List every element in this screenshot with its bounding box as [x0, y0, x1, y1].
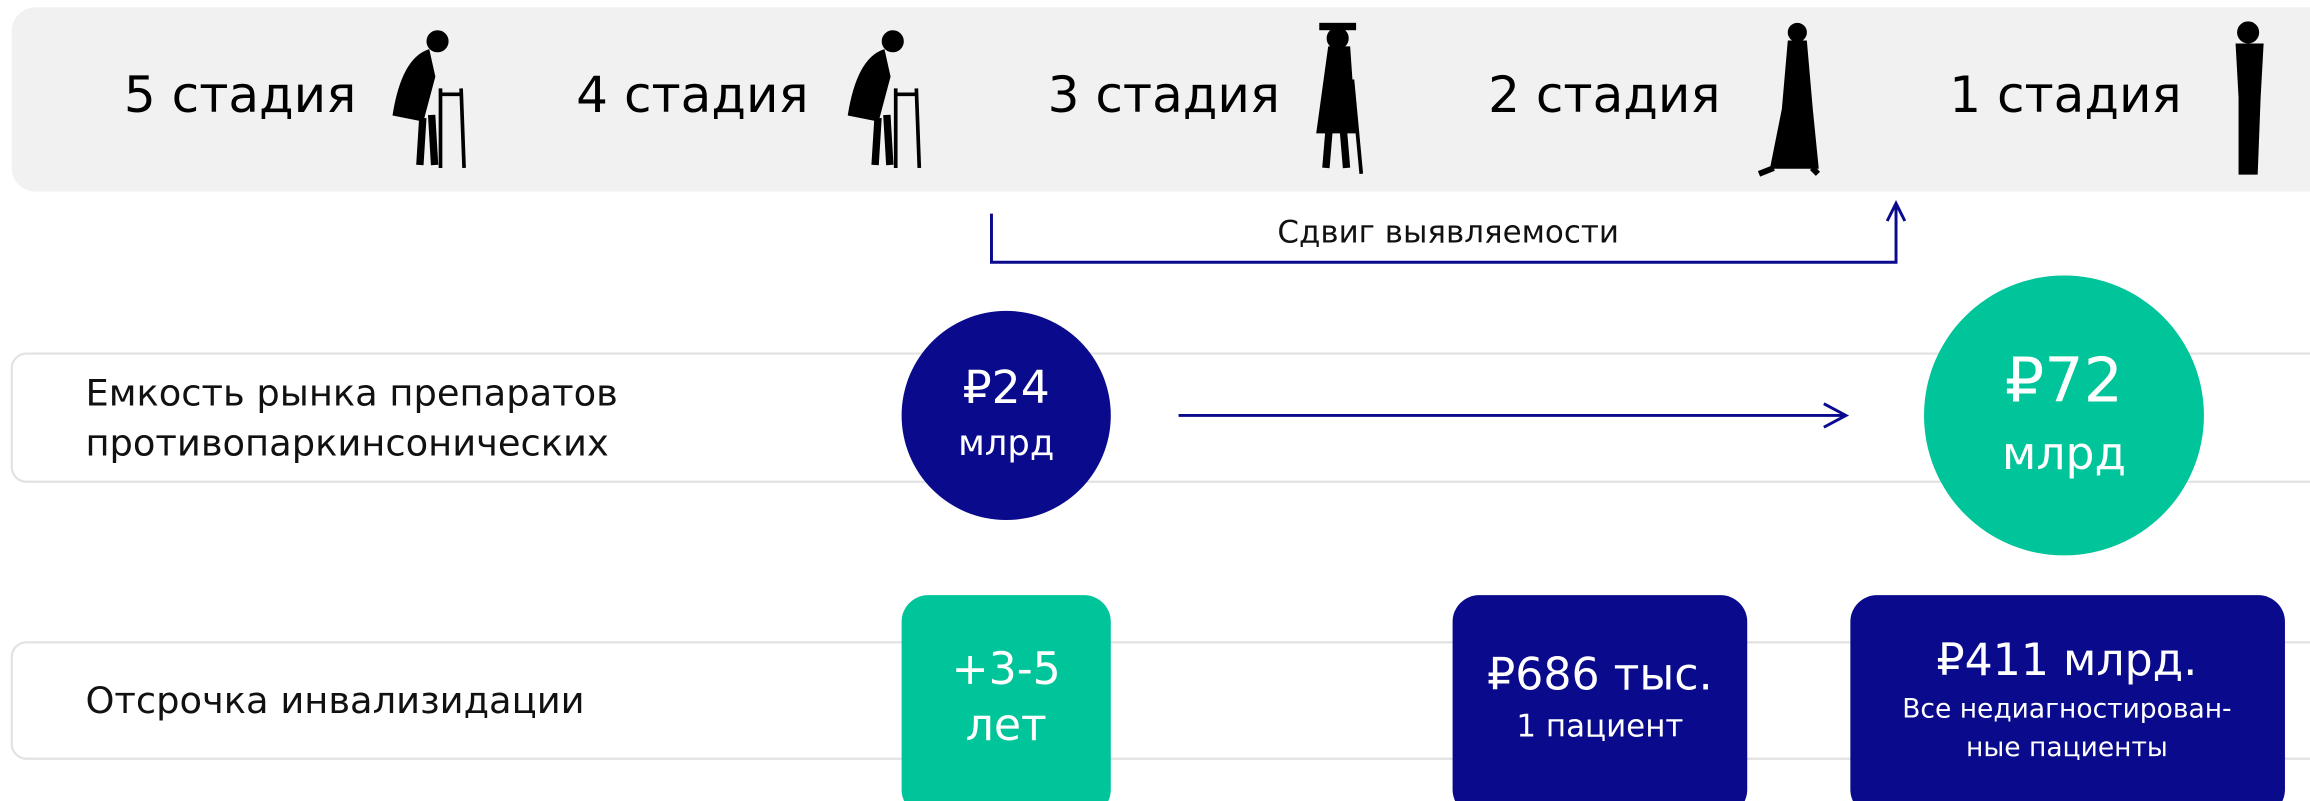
stage-label: 4 стадия: [576, 66, 808, 124]
stage-label: 5 стадия: [124, 66, 356, 124]
value: +3-5: [952, 644, 1061, 695]
row-label: Емкость рынка препаратов: [85, 371, 617, 414]
card: [902, 595, 1111, 801]
note: ные пациенты: [1966, 732, 2168, 763]
stage-label: 2 стадия: [1488, 66, 1720, 124]
value: ₽72: [2005, 345, 2123, 417]
page: 5 стадия 4 стадия 3 стадия 2 стадия 1 ст…: [0, 0, 2310, 801]
row-label: противопаркинсонических: [85, 421, 608, 464]
stage-label: 3 стадия: [1048, 66, 1280, 124]
row-label: Отсрочка инвализидации: [85, 679, 584, 722]
diagram: 5 стадия 4 стадия 3 стадия 2 стадия 1 ст…: [0, 0, 2310, 801]
unit: млрд: [2002, 427, 2126, 480]
unit: млрд: [958, 423, 1054, 464]
note: 1 пациент: [1516, 708, 1683, 744]
value: ₽24: [963, 361, 1050, 414]
value: ₽686 тыс.: [1487, 650, 1712, 701]
stage-label: 1 стадия: [1949, 66, 2181, 124]
circle-from: [902, 311, 1111, 520]
shift-label: Сдвиг выявляемости: [1277, 215, 1619, 251]
unit: лет: [966, 700, 1047, 751]
note: Все недиагностирован-: [1902, 694, 2231, 725]
value: ₽411 млрд.: [1937, 635, 2198, 686]
